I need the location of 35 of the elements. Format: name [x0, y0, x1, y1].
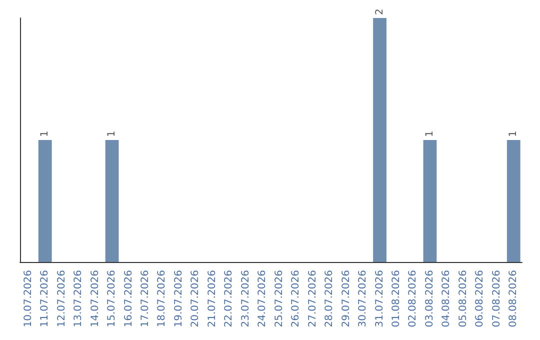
x-tick-label: 12.07.2026: [56, 270, 68, 328]
x-tick-label: 11.07.2026: [40, 270, 51, 328]
data-label: 1: [40, 130, 51, 137]
x-tick-label: 27.07.2026: [307, 270, 318, 328]
x-tick-label: 02.08.2026: [408, 270, 419, 328]
x-tick-label: 03.08.2026: [424, 270, 436, 328]
x-tick-label: 18.07.2026: [156, 270, 168, 328]
x-tick-label: 06.08.2026: [474, 270, 486, 328]
data-label: 1: [424, 130, 436, 137]
x-tick-label: 19.07.2026: [173, 270, 184, 328]
data-label: 2: [374, 8, 386, 15]
x-tick-label: 25.07.2026: [274, 270, 285, 328]
x-tick-label: 13.07.2026: [73, 270, 84, 328]
x-tick-label: 15.07.2026: [106, 270, 118, 328]
data-label: 1: [508, 130, 520, 137]
x-tick-label: 16.07.2026: [123, 270, 134, 328]
x-tick-label: 10.07.2026: [22, 270, 34, 328]
x-tick-label: 21.07.2026: [206, 270, 218, 328]
x-tick-label: 08.08.2026: [508, 270, 520, 328]
x-tick-label: 26.07.2026: [290, 270, 302, 328]
x-tick-label: 23.07.2026: [240, 270, 252, 328]
x-tick-label: 05.08.2026: [458, 270, 469, 328]
x-tick-label: 04.08.2026: [441, 270, 452, 328]
x-tick-label: 07.08.2026: [491, 270, 502, 328]
data-label: 1: [106, 130, 118, 137]
x-tick-label: 30.07.2026: [358, 270, 369, 328]
x-tick-label: 24.07.2026: [257, 270, 268, 328]
x-tick-label: 31.07.2026: [374, 270, 386, 328]
x-tick-label: 22.07.2026: [224, 270, 235, 328]
x-tick-label: 14.07.2026: [90, 270, 101, 328]
x-tick-label: 29.07.2026: [340, 270, 352, 328]
x-tick-label: 17.07.2026: [140, 270, 151, 328]
x-tick-label: 01.08.2026: [391, 270, 402, 328]
x-tick-label: 20.07.2026: [190, 270, 202, 328]
x-tick-label: 28.07.2026: [324, 270, 336, 328]
